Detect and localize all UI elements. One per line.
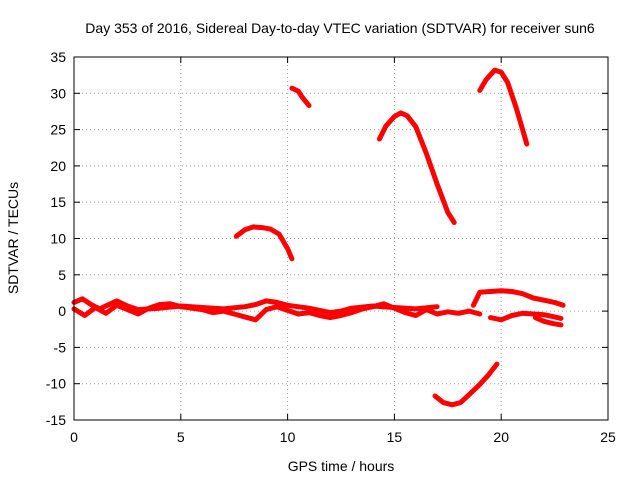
x-tick-label: 15 — [387, 429, 403, 445]
series-arc-19-23-lower — [488, 310, 564, 323]
series-arc-10-11 — [289, 85, 312, 109]
series-arc-14-18 — [376, 110, 457, 225]
y-axis-label: SDTVAR / TECUs — [5, 182, 21, 294]
series-arc-17-20-negative — [432, 361, 500, 408]
y-tick-label: 15 — [50, 194, 66, 210]
axis-ticks: 0 5 10 15 20 25 -15 -10 -5 0 5 10 15 20 25 30 35 — [46, 49, 616, 445]
y-tick-label: -5 — [54, 339, 67, 355]
x-axis-label: GPS time / hours — [288, 458, 395, 474]
x-tick-label: 5 — [177, 429, 185, 445]
y-tick-label: 0 — [58, 303, 66, 319]
series-arc-19-23-dip — [532, 315, 564, 328]
data-series — [71, 67, 566, 408]
series-arc-baseline-a — [71, 301, 483, 323]
y-tick-label: 30 — [50, 85, 66, 101]
plot-frame — [73, 56, 609, 421]
series-arc-baseline-b — [71, 296, 440, 316]
y-tick-label: 25 — [50, 122, 66, 138]
y-tick-label: 10 — [50, 231, 66, 247]
series-arc-19-23-upper — [470, 288, 566, 308]
x-tick-label: 10 — [280, 429, 296, 445]
y-tick-label: 20 — [50, 158, 66, 174]
chart-title: Day 353 of 2016, Sidereal Day-to-day VTE… — [85, 20, 595, 36]
series-arc-19-21 — [477, 67, 530, 147]
x-tick-label: 25 — [600, 429, 616, 445]
y-tick-label: -10 — [46, 376, 66, 392]
y-tick-label: 35 — [50, 49, 66, 65]
series-arc-8-10 — [233, 224, 295, 262]
y-tick-label: 5 — [58, 267, 66, 283]
x-tick-label: 0 — [70, 429, 78, 445]
x-tick-label: 20 — [493, 429, 509, 445]
y-tick-label: -15 — [46, 412, 66, 428]
